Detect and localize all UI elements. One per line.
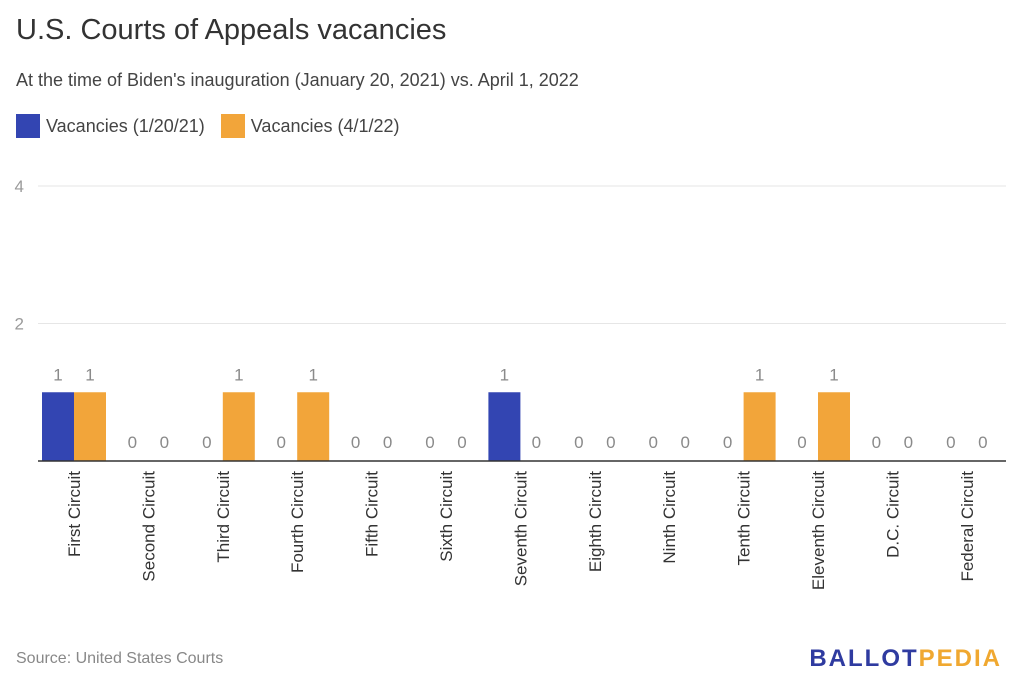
y-tick-label: 2 (15, 315, 24, 334)
legend: Vacancies (1/20/21) Vacancies (4/1/22) (16, 114, 416, 138)
x-tick-label: Eighth Circuit (586, 471, 605, 572)
data-label: 1 (308, 365, 317, 384)
data-label: 1 (85, 365, 94, 384)
x-tick-label: Fifth Circuit (363, 471, 382, 557)
x-tick-label: Eleventh Circuit (809, 471, 828, 590)
chart-title: U.S. Courts of Appeals vacancies (16, 14, 447, 46)
data-label: 1 (500, 365, 509, 384)
chart-subtitle: At the time of Biden's inauguration (Jan… (16, 70, 579, 90)
data-label: 0 (532, 433, 541, 452)
legend-item-series-2: Vacancies (4/1/22) (220, 114, 400, 138)
data-label: 0 (457, 433, 466, 452)
x-tick-label: D.C. Circuit (883, 471, 902, 558)
data-label: 0 (160, 433, 169, 452)
bar (297, 392, 330, 461)
data-label: 0 (202, 433, 211, 452)
bar (42, 392, 74, 461)
x-tick-label: Fourth Circuit (288, 471, 307, 573)
x-tick-label: Tenth Circuit (735, 471, 754, 566)
legend-item-series-1: Vacancies (1/20/21) (16, 114, 205, 138)
data-label: 0 (351, 433, 360, 452)
logo-part-pedia: PEDIA (918, 645, 1002, 672)
bar (743, 392, 776, 461)
data-label: 0 (606, 433, 615, 452)
data-label: 0 (383, 433, 392, 452)
data-label: 0 (904, 433, 913, 452)
data-label: 1 (234, 365, 243, 384)
legend-swatch-series-1 (16, 114, 40, 138)
data-label: 0 (978, 433, 987, 452)
bar (222, 392, 255, 461)
data-label: 1 (829, 365, 838, 384)
x-tick-label: Federal Circuit (958, 471, 977, 582)
data-label: 0 (425, 433, 434, 452)
bar (488, 392, 521, 461)
bar (74, 392, 106, 461)
data-label: 0 (574, 433, 583, 452)
x-tick-label: First Circuit (65, 471, 84, 557)
y-tick-label: 4 (15, 177, 24, 196)
x-tick-label: Ninth Circuit (660, 471, 679, 564)
data-label: 1 (755, 365, 764, 384)
data-label: 0 (797, 433, 806, 452)
data-label: 0 (872, 433, 881, 452)
data-label: 0 (128, 433, 137, 452)
x-tick-label: Sixth Circuit (437, 471, 456, 562)
legend-swatch-series-2 (220, 114, 245, 138)
legend-label-series-2: Vacancies (4/1/22) (250, 115, 400, 136)
x-tick-label: Seventh Circuit (511, 471, 530, 587)
ballotpedia-logo: BALLOTPEDIA (809, 645, 1002, 673)
data-label: 1 (53, 365, 62, 384)
data-label: 0 (276, 433, 285, 452)
data-label: 0 (648, 433, 657, 452)
legend-label-series-1: Vacancies (1/20/21) (46, 115, 205, 136)
data-label: 0 (723, 433, 732, 452)
data-label: 0 (680, 433, 689, 452)
source-note: Source: United States Courts (16, 650, 224, 667)
logo-part-ballot: BALLOT (809, 645, 919, 672)
x-tick-label: Second Circuit (139, 471, 158, 582)
x-tick-label: Third Circuit (214, 471, 233, 563)
data-label: 0 (946, 433, 955, 452)
bar (818, 392, 850, 461)
